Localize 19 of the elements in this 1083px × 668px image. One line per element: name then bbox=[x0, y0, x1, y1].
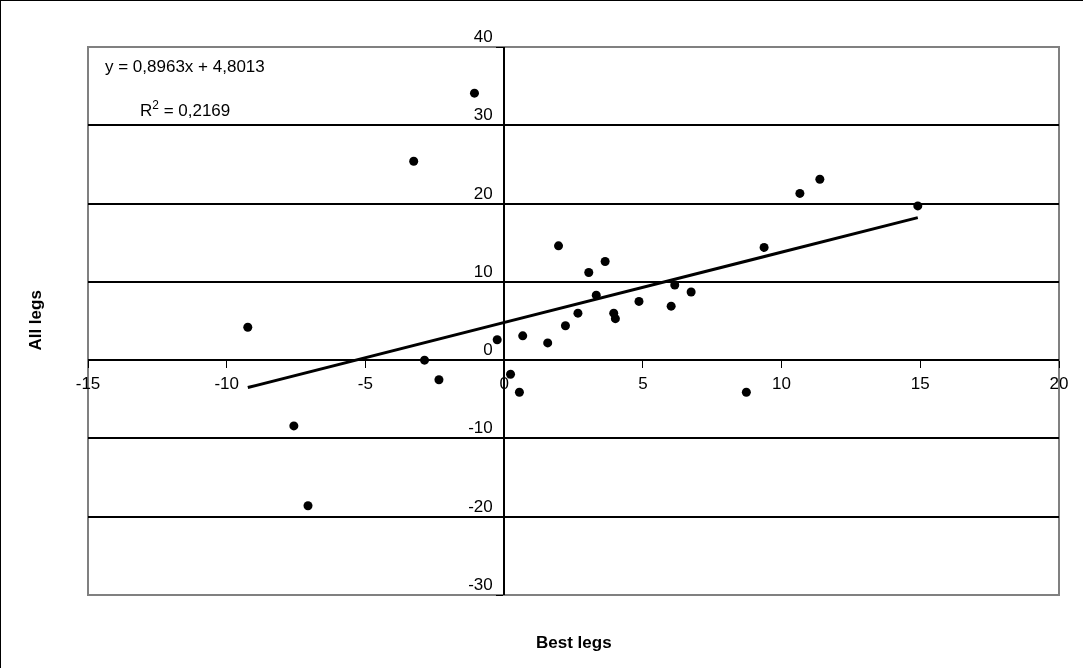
y-tick-label: 30 bbox=[473, 105, 493, 125]
y-tick-label: 20 bbox=[473, 183, 493, 203]
x-tick-label: 10 bbox=[772, 373, 792, 393]
x-tick-label: 20 bbox=[1049, 373, 1069, 393]
y-tick-label: -20 bbox=[468, 496, 493, 516]
x-tick-label: -10 bbox=[214, 373, 239, 393]
x-tick-label: -5 bbox=[357, 373, 373, 393]
y-tick-label: -30 bbox=[468, 574, 493, 594]
annotation: y = 0,8963x + 4,8013 bbox=[105, 57, 265, 76]
x-axis-title: Best legs bbox=[536, 633, 612, 652]
x-tick-label: -15 bbox=[75, 373, 101, 393]
y-tick-label: 40 bbox=[473, 26, 493, 46]
x-tick-label: 15 bbox=[910, 373, 930, 393]
y-tick-label: -10 bbox=[468, 418, 493, 438]
y-axis-title: All legs bbox=[25, 290, 45, 351]
annotation: R$^{2}$ = 0,2169 bbox=[140, 98, 231, 121]
y-tick-label: 0 bbox=[483, 340, 493, 360]
x-tick-label: 5 bbox=[638, 373, 648, 393]
y-tick-label: 10 bbox=[473, 261, 493, 281]
